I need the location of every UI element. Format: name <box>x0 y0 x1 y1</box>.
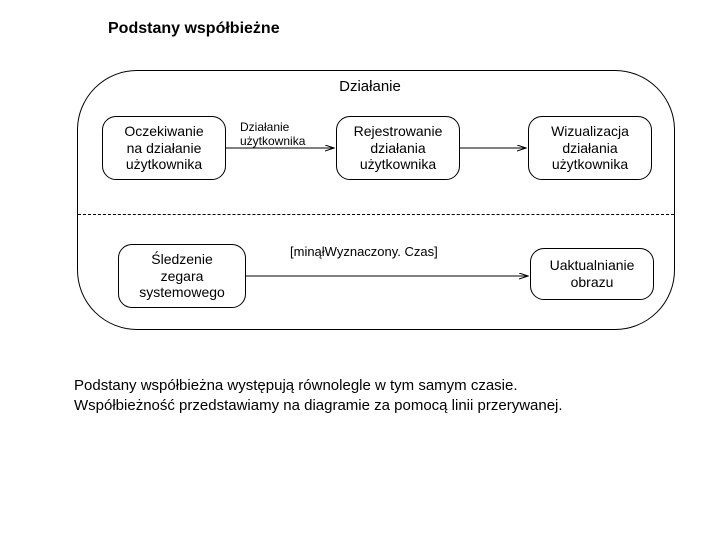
diagram-canvas: Podstany współbieżne Działanie Oczekiwan… <box>0 0 720 540</box>
caption: Podstany współbieżna występują równolegl… <box>74 376 563 417</box>
node-waiting: Oczekiwaniena działanieużytkownika <box>102 116 226 180</box>
node-update-image: Uaktualnianieobrazu <box>530 248 654 300</box>
edge-label-timeout: [minąłWyznaczony. Czas] <box>290 244 438 259</box>
node-visualizing: Wizualizacjadziałaniaużytkownika <box>528 116 652 180</box>
node-registering: Rejestrowaniedziałaniaużytkownika <box>336 116 460 180</box>
edge-label-user-action: Działanieużytkownika <box>240 120 305 148</box>
state-label: Działanie <box>310 78 430 95</box>
node-tracking-clock: Śledzeniezegarasystemowego <box>118 244 246 308</box>
page-title: Podstany współbieżne <box>108 20 280 38</box>
concurrent-divider <box>78 214 674 215</box>
